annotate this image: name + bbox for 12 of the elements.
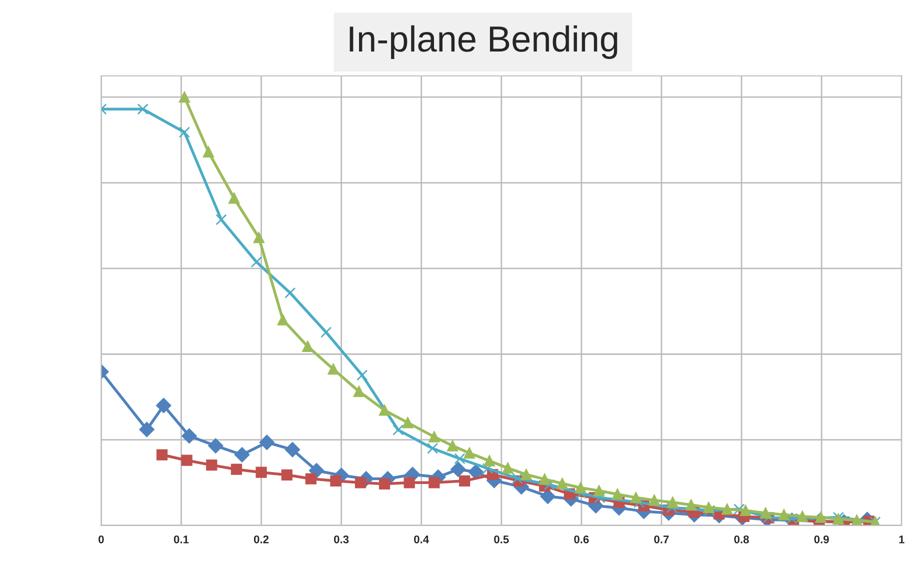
x-tick-label: 0.5 — [494, 535, 509, 544]
x-tick-label: 0.2 — [254, 535, 269, 544]
x-tick-label: 0.4 — [414, 535, 430, 544]
x-tick-label: 0.7 — [654, 535, 669, 544]
x-tick-label: 0 — [98, 535, 104, 544]
x-tick-label: 0.1 — [174, 535, 189, 544]
x-tick-label: 0.3 — [334, 535, 349, 544]
x-tick-label: 0.9 — [814, 535, 829, 544]
x-tick-label: 0.8 — [734, 535, 749, 544]
x-tick-label: 0.6 — [574, 535, 589, 544]
chart-title: In-plane Bending — [350, 25, 618, 59]
x-tick-label: 1 — [899, 536, 904, 544]
